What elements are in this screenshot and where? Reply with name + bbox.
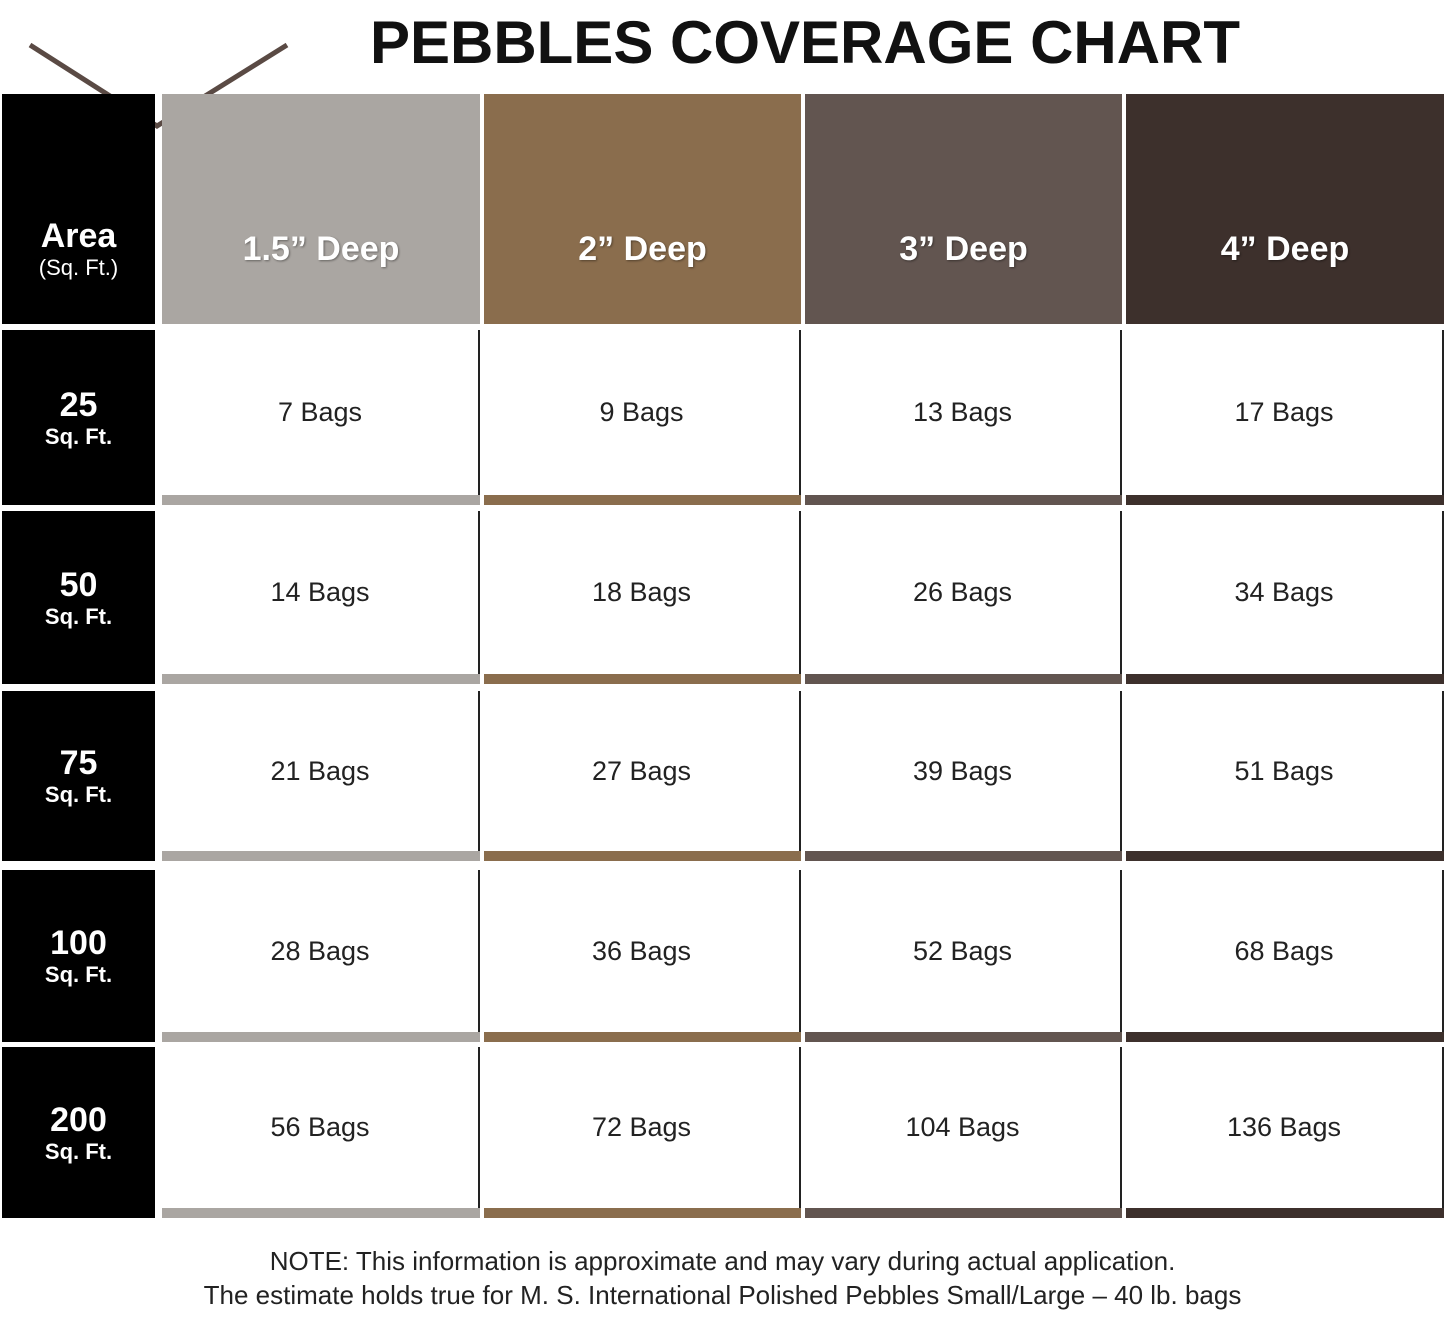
- row-header: 50 Sq. Ft.: [2, 511, 155, 684]
- row-header: 100 Sq. Ft.: [2, 870, 155, 1042]
- cell: 56 Bags: [162, 1047, 480, 1208]
- chevron: [28, 42, 289, 129]
- cell: 39 Bags: [805, 691, 1122, 851]
- color-bar: [1126, 1032, 1444, 1042]
- cell: 36 Bags: [484, 870, 801, 1032]
- row-unit: Sq. Ft.: [44, 1138, 113, 1164]
- cell: 51 Bags: [1126, 691, 1444, 851]
- note: NOTE: This information is approximate an…: [269, 1246, 1176, 1276]
- cell: 68 Bags: [1126, 870, 1444, 1032]
- row-header: 75 Sq. Ft.: [2, 691, 155, 861]
- color-bar: [162, 674, 480, 684]
- color-bar: [484, 674, 801, 684]
- column-header: 1.5” Deep: [162, 94, 480, 324]
- cell: 28 Bags: [162, 870, 480, 1032]
- row-area: 100: [50, 924, 107, 962]
- color-bar: [162, 495, 480, 505]
- row-unit: Sq. Ft.: [44, 782, 113, 807]
- cell: 52 Bags: [805, 870, 1122, 1032]
- corner-unit: (Sq. Ft.): [38, 255, 119, 280]
- color-bar: [1126, 674, 1444, 684]
- row-header: 25 Sq. Ft.: [2, 330, 155, 505]
- color-bar: [1126, 851, 1444, 861]
- row-area: 75: [59, 744, 98, 782]
- cell: 34 Bags: [1126, 511, 1444, 674]
- row-unit: Sq. Ft.: [44, 423, 113, 449]
- cell: 14 Bags: [162, 511, 480, 674]
- color-bar: [805, 674, 1122, 684]
- column-header: 4” Deep: [1126, 94, 1444, 324]
- color-bar: [484, 495, 801, 505]
- color-bar: [805, 495, 1122, 505]
- cell: 13 Bags: [805, 330, 1122, 495]
- note: The estimate holds true for M. S. Intern…: [203, 1280, 1242, 1310]
- cell: 26 Bags: [805, 511, 1122, 674]
- color-bar: [805, 851, 1122, 861]
- color-bar: [162, 1032, 480, 1042]
- cell: 7 Bags: [162, 330, 480, 495]
- cell: 72 Bags: [484, 1047, 801, 1208]
- cell: 18 Bags: [484, 511, 801, 674]
- color-bar: [484, 1208, 801, 1218]
- color-bar: [805, 1032, 1122, 1042]
- corner-cell: Area (Sq. Ft.): [2, 94, 155, 324]
- column-header: 3” Deep: [805, 94, 1122, 324]
- color-bar: [1126, 1208, 1444, 1218]
- cell: 21 Bags: [162, 691, 480, 851]
- row-area: 200: [50, 1100, 107, 1139]
- row-unit: Sq. Ft.: [44, 962, 113, 987]
- color-bar: [484, 1032, 801, 1042]
- color-bar: [162, 851, 480, 861]
- cell: 27 Bags: [484, 691, 801, 851]
- column-header: 2” Deep: [484, 94, 801, 324]
- cell: 104 Bags: [805, 1047, 1122, 1208]
- row-header: 200 Sq. Ft.: [2, 1047, 155, 1218]
- cell: 17 Bags: [1126, 330, 1444, 495]
- row-area: 50: [59, 565, 98, 604]
- row-area: 25: [59, 385, 98, 424]
- cell: 9 Bags: [484, 330, 801, 495]
- color-bar: [805, 1208, 1122, 1218]
- row-unit: Sq. Ft.: [44, 603, 113, 629]
- color-bar: [1126, 495, 1444, 505]
- cell: 136 Bags: [1126, 1047, 1444, 1208]
- color-bar: [162, 1208, 480, 1218]
- corner-label: Area: [40, 217, 117, 255]
- title: PEBBLES COVERAGE CHART: [369, 9, 1241, 76]
- color-bar: [484, 851, 801, 861]
